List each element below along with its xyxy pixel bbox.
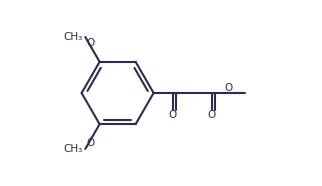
Text: O: O bbox=[87, 138, 95, 147]
Text: CH₃: CH₃ bbox=[64, 144, 83, 154]
Text: O: O bbox=[87, 39, 95, 48]
Text: O: O bbox=[225, 83, 233, 93]
Text: CH₃: CH₃ bbox=[64, 32, 83, 42]
Text: O: O bbox=[169, 110, 177, 120]
Text: O: O bbox=[208, 110, 216, 120]
